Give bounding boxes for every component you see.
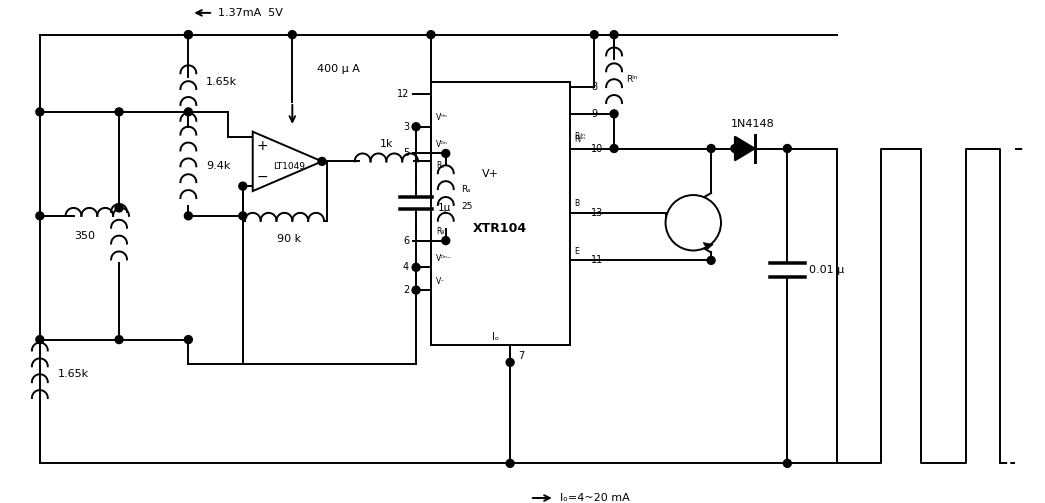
Text: 1.65k: 1.65k	[206, 77, 237, 87]
Text: Rₗᴵⁿ: Rₗᴵⁿ	[575, 135, 585, 144]
Circle shape	[610, 144, 618, 152]
Circle shape	[184, 336, 192, 344]
Circle shape	[36, 212, 44, 220]
Text: Rₛ: Rₛ	[436, 161, 444, 170]
Circle shape	[184, 108, 192, 116]
Circle shape	[184, 31, 192, 39]
Text: Vᴴⁿ: Vᴴⁿ	[436, 113, 447, 122]
Text: 6: 6	[403, 235, 410, 245]
Circle shape	[115, 108, 123, 116]
Circle shape	[184, 212, 192, 220]
Text: 12: 12	[397, 89, 410, 99]
Circle shape	[442, 236, 449, 244]
Text: E: E	[575, 247, 579, 256]
Circle shape	[506, 359, 514, 366]
Circle shape	[784, 144, 791, 152]
Circle shape	[36, 108, 44, 116]
Text: 1.65k: 1.65k	[57, 369, 89, 379]
Text: 8: 8	[591, 82, 598, 92]
Text: Rₗᴵⁿ: Rₗᴵⁿ	[575, 132, 585, 141]
Circle shape	[707, 257, 715, 265]
Circle shape	[442, 149, 449, 157]
Text: V+: V+	[482, 169, 498, 179]
Text: Rₛ: Rₛ	[462, 185, 471, 194]
Circle shape	[610, 110, 618, 118]
Circle shape	[239, 212, 247, 220]
Text: Iₒ: Iₒ	[492, 331, 498, 342]
Circle shape	[288, 31, 297, 39]
Text: R₉: R₉	[436, 227, 444, 236]
Circle shape	[184, 31, 192, 39]
Text: 0.01 μ: 0.01 μ	[809, 265, 844, 275]
Text: +: +	[257, 138, 269, 152]
Text: 1.37mA  5V: 1.37mA 5V	[218, 8, 283, 18]
Text: 1k: 1k	[379, 138, 393, 148]
Text: 9.4k: 9.4k	[206, 161, 231, 172]
Text: 1N4148: 1N4148	[730, 119, 774, 129]
Text: 13: 13	[591, 208, 604, 218]
Text: B: B	[575, 200, 580, 208]
Circle shape	[318, 157, 326, 165]
Text: XTR104: XTR104	[473, 222, 528, 235]
Text: Vᴰⁿ⁻: Vᴰⁿ⁻	[436, 254, 451, 263]
Circle shape	[412, 286, 420, 294]
Circle shape	[610, 31, 618, 39]
Text: 400 μ A: 400 μ A	[317, 64, 359, 74]
Circle shape	[427, 31, 435, 39]
Circle shape	[115, 336, 123, 344]
Text: V⁻: V⁻	[436, 277, 445, 286]
Circle shape	[412, 264, 420, 271]
Circle shape	[412, 123, 420, 131]
Text: 4: 4	[403, 263, 410, 272]
Text: 2: 2	[403, 285, 410, 295]
Circle shape	[239, 182, 247, 190]
Text: 3: 3	[403, 122, 410, 132]
Circle shape	[707, 144, 715, 152]
Circle shape	[784, 459, 791, 467]
Circle shape	[730, 144, 739, 152]
Text: 90 k: 90 k	[277, 233, 301, 243]
Polygon shape	[431, 82, 570, 345]
Circle shape	[115, 204, 123, 212]
Text: 11: 11	[591, 256, 604, 266]
Polygon shape	[253, 132, 322, 191]
Text: 9: 9	[591, 109, 598, 119]
Text: Rᴵⁿ: Rᴵⁿ	[626, 75, 637, 83]
Circle shape	[36, 336, 44, 344]
Text: 25: 25	[462, 202, 473, 211]
Circle shape	[590, 31, 598, 39]
Text: 350: 350	[74, 231, 95, 240]
Text: LT1049: LT1049	[274, 162, 305, 171]
Text: Vᴰⁿ: Vᴰⁿ	[436, 140, 448, 149]
Text: 7: 7	[518, 352, 525, 362]
Circle shape	[506, 459, 514, 467]
Circle shape	[666, 195, 721, 250]
Text: 10: 10	[591, 143, 604, 153]
Polygon shape	[735, 137, 754, 160]
Text: Iₒ=4~20 mA: Iₒ=4~20 mA	[560, 493, 629, 503]
Polygon shape	[703, 242, 713, 249]
Text: 5: 5	[403, 148, 410, 158]
Text: −: −	[257, 170, 269, 184]
Text: 1μ: 1μ	[438, 203, 451, 213]
